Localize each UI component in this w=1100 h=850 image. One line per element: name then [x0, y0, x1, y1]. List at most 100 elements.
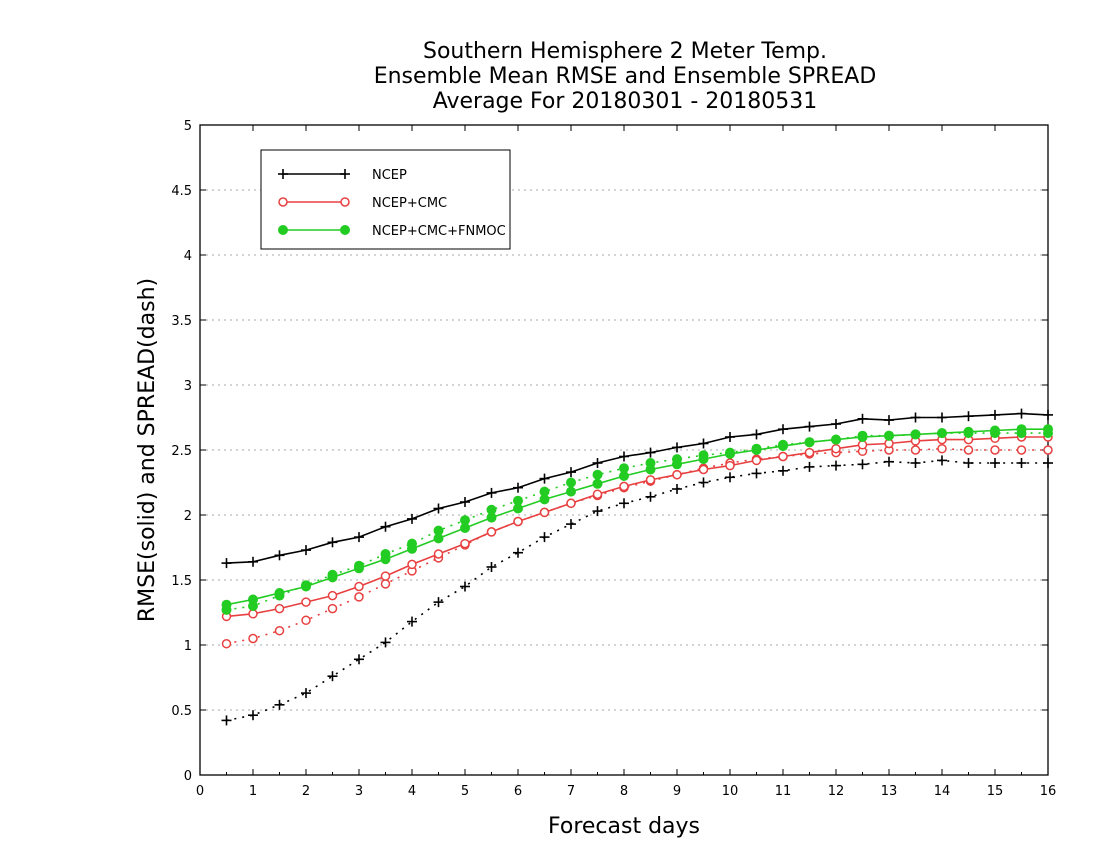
y-tick-label-9: 4.5	[171, 184, 192, 199]
series-1-rmse-point-20	[751, 455, 762, 466]
x-tick-label-4: 4	[408, 784, 416, 799]
series-0-rmse-point-13	[566, 467, 576, 478]
series-0-rmse-point-23	[831, 419, 841, 429]
series-0-rmse-point-1	[248, 556, 258, 567]
series-0-spread-point-11	[513, 547, 523, 558]
series-2-rmse-line	[226, 428, 1048, 606]
legend-item-0: NCEP	[278, 168, 407, 183]
legend-item-1: NCEP+CMC	[278, 196, 447, 211]
series-1-spread-point-2	[274, 625, 285, 636]
legend-marker-right-2	[340, 225, 350, 235]
series-2-rmse-point-22	[804, 437, 815, 448]
series-1-rmse-point-22	[804, 447, 815, 458]
series-1-spread-point-26	[910, 445, 921, 455]
series-2-rmse-point-9	[460, 523, 470, 533]
series-0-spread-point-1	[248, 710, 258, 721]
series-2-rmse-point-15	[619, 471, 629, 481]
x-tick-label-8: 8	[620, 784, 628, 799]
series-0-rmse-point-29	[990, 409, 1000, 420]
series-0-spread-point-20	[751, 468, 762, 479]
series-2-rmse-point-17	[672, 459, 682, 470]
series	[221, 408, 1053, 726]
x-tick-label-13: 13	[881, 784, 898, 799]
series-1-spread-point-4	[327, 603, 338, 614]
series-2-rmse-point-23	[831, 434, 841, 445]
series-0-spread-point-17	[672, 484, 682, 494]
series-2-rmse-point-16	[645, 464, 656, 475]
series-1-rmse-point-2	[274, 603, 285, 614]
series-2-rmse-point-13	[566, 486, 576, 497]
series-0-spread-point-4	[327, 671, 338, 682]
series-0-spread-point-21	[778, 465, 788, 476]
x-tick-label-15: 15	[987, 784, 1004, 799]
series-1-rmse-point-5	[354, 581, 364, 592]
series-2-rmse-point-25	[884, 430, 894, 441]
y-axis-label: RMSE(solid) and SPREAD(dash)	[135, 278, 160, 622]
series-0-rmse-point-2	[274, 550, 285, 561]
series-0-rmse-point-28	[963, 411, 974, 422]
series-1-rmse-point-8	[433, 549, 444, 559]
series-2-rmse-point-11	[513, 503, 523, 514]
chart-title: Southern Hemisphere 2 Meter Temp.Ensembl…	[374, 39, 877, 114]
axes: 0 1 2 3 4 5 6 7 8 9 10 11 12 13 14 15 1600.511.522.533.5…	[171, 119, 1056, 799]
x-tick-label-7: 7	[567, 784, 575, 799]
series-1-rmse-point-6	[380, 571, 391, 581]
legend-box	[260, 149, 511, 250]
series-0-spread-point-16	[645, 491, 656, 502]
series-1-spread-point-6	[380, 579, 391, 589]
series-2-rmse-point-27	[937, 428, 947, 439]
series-0-rmse-point-9	[460, 497, 470, 507]
series-2-rmse-point-30	[1016, 424, 1027, 435]
series-0-spread-point-5	[354, 654, 364, 665]
series-0-rmse-point-3	[301, 545, 311, 556]
series-0-rmse-point-14	[592, 458, 603, 468]
series-0	[221, 408, 1053, 726]
series-0-rmse-point-0	[221, 558, 232, 569]
y-tick-label-5: 2.5	[171, 444, 192, 459]
series-1-spread-point-29	[990, 445, 1000, 455]
series-0-spread-point-28	[963, 458, 974, 468]
x-tick-label-16: 16	[1040, 784, 1057, 799]
series-1-rmse-point-3	[301, 597, 311, 607]
x-tick-label-5: 5	[461, 784, 469, 799]
x-tick-label-3: 3	[355, 784, 363, 799]
legend-marker-left-1	[278, 197, 288, 207]
x-tick-label-11: 11	[775, 784, 792, 799]
series-1-rmse-line	[226, 436, 1048, 618]
series-1-spread-point-3	[301, 615, 311, 626]
series-0-spread-point-14	[592, 506, 603, 517]
axis-labels: Forecast days RMSE(solid) and SPREAD(dash…	[135, 278, 700, 839]
series-1-rmse-point-7	[407, 559, 417, 570]
legend-label-0: NCEP	[372, 168, 407, 183]
series-0-rmse-point-24	[857, 413, 868, 424]
series-2-rmse-point-5	[354, 563, 364, 574]
x-tick-label-14: 14	[934, 784, 951, 799]
series-0-rmse-point-25	[884, 415, 894, 426]
series-2-rmse-point-1	[248, 594, 258, 605]
series-0-spread-point-22	[804, 461, 815, 472]
legend-item-2: NCEP+CMC+FNMOC	[278, 224, 506, 239]
series-2-rmse-point-26	[910, 429, 921, 440]
x-tick-label-1: 1	[249, 784, 257, 799]
series-0-spread-point-25	[884, 456, 894, 467]
series-0-rmse-point-22	[804, 421, 815, 432]
series-2-rmse-point-2	[274, 588, 285, 598]
y-tick-label-10: 5	[184, 119, 192, 134]
series-0-spread-point-0	[221, 715, 232, 726]
series-2-spread-line	[226, 432, 1048, 611]
series-1-spread-point-28	[963, 445, 974, 455]
y-tick-label-3: 1.5	[171, 574, 192, 589]
series-1-rmse-point-9	[460, 538, 470, 549]
legend: NCEP NCEP+CMC NCEP+CMC+FNMOC	[260, 149, 511, 250]
series-2-rmse-point-28	[963, 426, 974, 437]
series-0-rmse-point-15	[619, 451, 629, 462]
series-0-spread-point-2	[274, 699, 285, 710]
legend-marker-right-0	[340, 169, 350, 179]
series-1-rmse-point-18	[698, 464, 709, 475]
series-2-spread-point-13	[566, 477, 576, 488]
series-2-rmse-point-0	[221, 599, 232, 610]
series-1-rmse-point-16	[645, 475, 656, 485]
series-1-rmse-point-14	[592, 489, 603, 499]
y-tick-label-2: 1	[184, 639, 192, 654]
